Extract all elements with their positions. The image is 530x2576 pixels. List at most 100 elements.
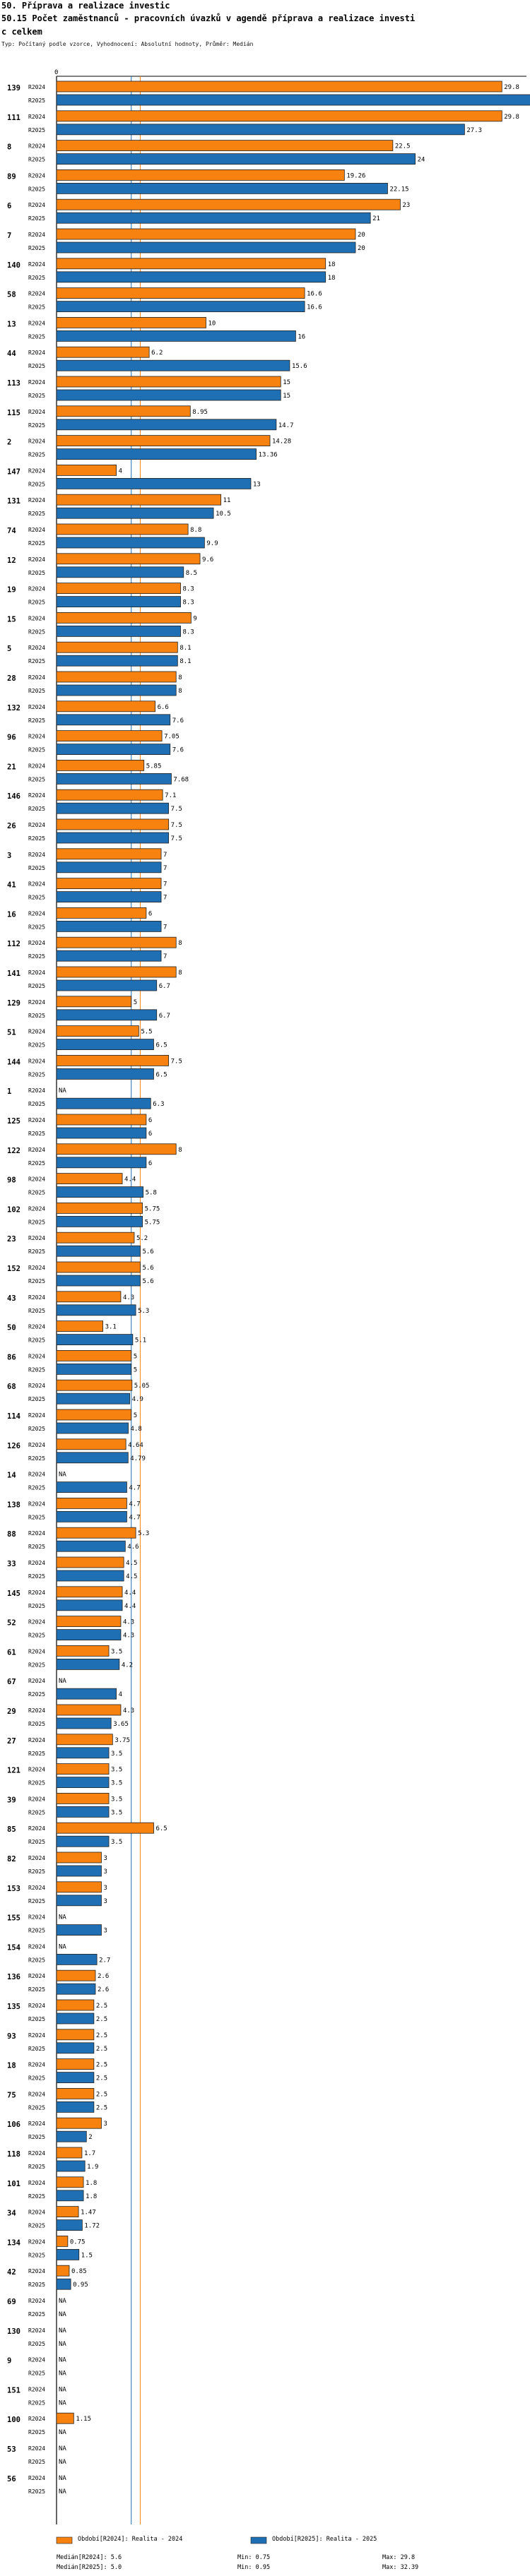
data-label: 24 (418, 157, 425, 164)
bar-r2024 (56, 2117, 102, 2129)
data-label: 18 (328, 261, 336, 268)
series-label: R2025 (28, 1248, 45, 1255)
data-label: 2.5 (96, 2062, 107, 2069)
data-label: 0.75 (70, 2238, 86, 2246)
series-label: R2025 (28, 1071, 45, 1078)
bar-r2025 (56, 1304, 136, 1316)
category-label: 16 (7, 910, 16, 919)
series-label: R2024 (28, 1412, 45, 1419)
data-label: 1.8 (86, 2193, 97, 2200)
series-label: R2024 (28, 291, 45, 297)
data-label: 7.5 (171, 806, 182, 813)
data-label: 5.1 (135, 1337, 146, 1344)
series-label: R2025 (28, 1396, 45, 1402)
category-label: 154 (7, 1943, 20, 1952)
series-label: R2024 (28, 114, 45, 120)
series-label: R2025 (28, 1780, 45, 1787)
category-label: 41 (7, 881, 16, 890)
series-label: R2024 (28, 734, 45, 740)
category-label: 26 (7, 822, 16, 830)
bar-r2025 (56, 2130, 87, 2142)
category-label: 93 (7, 2032, 16, 2041)
series-label: R2025 (28, 2341, 45, 2347)
bar-r2024 (56, 553, 201, 565)
series-label: R2025 (28, 333, 45, 340)
bar-r2025 (56, 861, 162, 873)
data-label: 5.6 (142, 1248, 153, 1256)
data-label: 5.75 (145, 1205, 160, 1212)
series-label: R2025 (28, 1573, 45, 1580)
series-label: R2024 (28, 999, 45, 1006)
bar-r2024 (56, 1261, 141, 1273)
bar-r2025 (56, 389, 281, 401)
data-label: 1.8 (86, 2180, 97, 2187)
data-label: 7 (163, 881, 167, 888)
bar-r2024 (56, 2147, 83, 2159)
data-label: 3 (103, 1855, 107, 1862)
bar-r2025 (56, 1599, 123, 1611)
bar-r2025 (56, 596, 181, 607)
data-label: 4.5 (126, 1573, 137, 1580)
series-label: R2024 (28, 1560, 45, 1566)
data-label: NA (59, 1087, 66, 1095)
category-label: 130 (7, 2327, 20, 2336)
bar-r2024 (56, 494, 222, 506)
category-label: 114 (7, 1412, 20, 1421)
bar-r2024 (56, 1114, 147, 1126)
series-label: R2024 (28, 350, 45, 356)
data-label: 8 (178, 674, 182, 681)
data-label: 5.6 (142, 1278, 153, 1285)
data-label: 4 (119, 1691, 122, 1698)
series-label: R2025 (28, 2016, 45, 2022)
series-label: R2025 (28, 1868, 45, 1875)
series-label: R2024 (28, 1205, 45, 1212)
series-label: R2024 (28, 1029, 45, 1035)
bar-r2025 (56, 2042, 95, 2054)
bar-r2024 (56, 1173, 123, 1184)
series-label: R2025 (28, 186, 45, 192)
bar-r2024 (56, 1792, 110, 1804)
series-label: R2025 (28, 1957, 45, 1963)
data-label: 5.3 (138, 1308, 149, 1315)
bar-r2025 (56, 301, 305, 313)
category-label: 9 (7, 2357, 11, 2366)
data-label: 3.5 (111, 1648, 122, 1655)
data-label: 4.3 (123, 1619, 134, 1626)
category-label: 139 (7, 84, 20, 93)
bar-r2025 (56, 684, 177, 696)
data-label: 2.6 (98, 1973, 109, 1980)
data-label: 4.4 (124, 1603, 136, 1610)
data-label: 2.5 (96, 2046, 107, 2053)
category-label: 100 (7, 2416, 20, 2424)
series-label: R2024 (28, 2416, 45, 2422)
data-label: 7.68 (173, 776, 189, 783)
bar-r2024 (56, 228, 356, 240)
series-label: R2024 (28, 1707, 45, 1714)
bar-r2025 (56, 1009, 158, 1021)
data-label: 22.15 (389, 186, 408, 193)
data-label: 2.5 (96, 2075, 107, 2082)
data-label: 7 (163, 953, 167, 960)
series-label: R2024 (28, 970, 45, 976)
series-label: R2024 (28, 645, 45, 651)
series-label: R2025 (28, 1455, 45, 1462)
category-label: 68 (7, 1383, 16, 1391)
category-label: 98 (7, 1176, 16, 1185)
category-label: 18 (7, 2062, 16, 2070)
bar-r2024 (56, 465, 117, 476)
category-label: 28 (7, 674, 16, 683)
series-label: R2024 (28, 84, 45, 90)
data-label: 1.9 (87, 2164, 98, 2171)
bar-r2024 (56, 1822, 154, 1834)
data-label: 14.7 (278, 422, 294, 429)
data-label: 8.5 (186, 570, 197, 577)
category-label: 51 (7, 1029, 16, 1037)
series-label: R2024 (28, 1796, 45, 1802)
series-label: R2025 (28, 2223, 45, 2229)
bar-r2024 (56, 671, 177, 683)
data-label: 8.3 (183, 600, 194, 607)
series-label: R2024 (28, 586, 45, 592)
series-label: R2025 (28, 393, 45, 399)
series-label: R2025 (28, 2488, 45, 2495)
category-label: 151 (7, 2386, 20, 2395)
